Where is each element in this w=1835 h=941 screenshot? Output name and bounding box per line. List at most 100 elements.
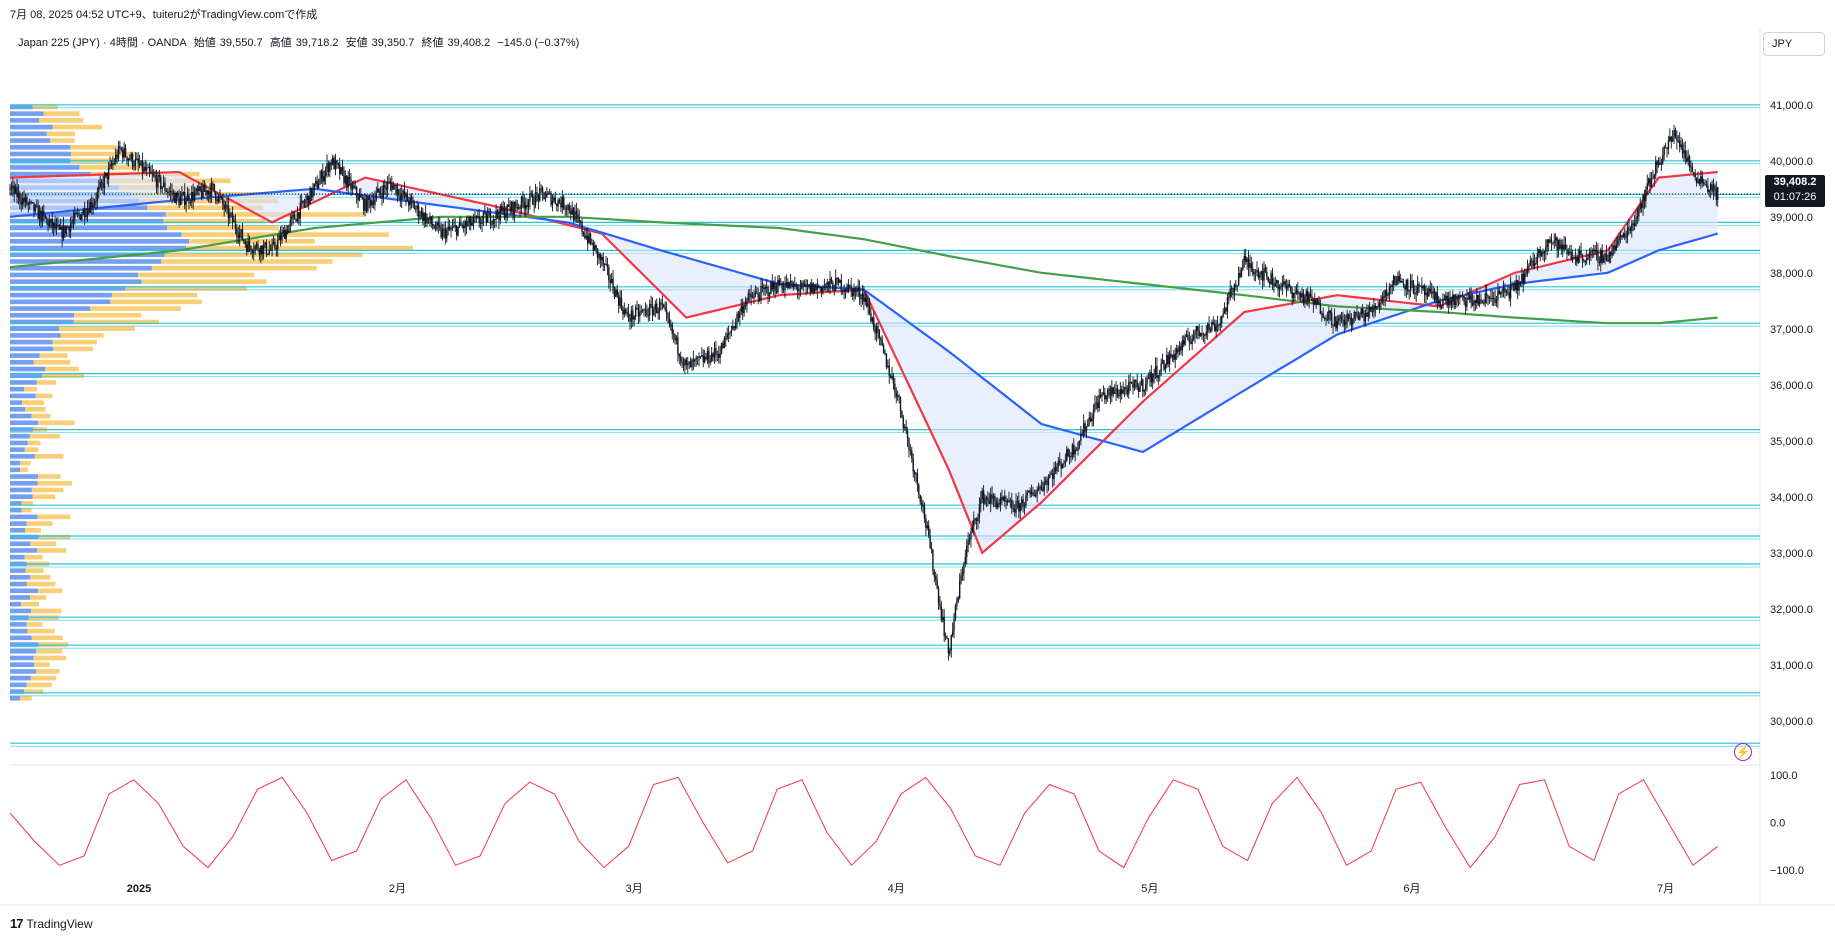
candle-body — [1122, 389, 1124, 394]
candle-body — [1443, 299, 1446, 301]
candle-body — [932, 549, 934, 571]
candle-body — [754, 292, 757, 295]
candle-body — [1690, 166, 1692, 168]
candle-body — [750, 293, 752, 298]
candle-body — [48, 221, 51, 227]
candle-body — [568, 204, 571, 211]
candle-body — [179, 197, 182, 206]
candle-body — [1647, 178, 1650, 184]
symbol-name[interactable]: Japan 225 (JPY) · 4時間 · OANDA — [18, 37, 187, 49]
open-value: 39,550.7 — [219, 37, 263, 49]
candle-body — [1601, 250, 1603, 263]
volume-profile-bar — [21, 601, 40, 607]
candle-body — [439, 225, 441, 228]
candle-body — [1528, 265, 1530, 268]
candle-body — [237, 235, 239, 238]
candle-body — [912, 458, 914, 472]
candle-body — [1259, 274, 1261, 278]
candle-body — [657, 311, 659, 313]
candle-body — [364, 198, 366, 211]
candle-body — [1019, 503, 1021, 512]
volume-profile-bar — [10, 131, 47, 137]
candle-body — [1205, 331, 1207, 336]
candle-body — [485, 212, 487, 223]
candle-body — [396, 189, 399, 195]
candle-body — [295, 219, 297, 222]
candle-body — [1281, 283, 1284, 287]
candle-body — [178, 196, 180, 206]
volume-profile-bar — [21, 501, 33, 506]
low-value: 39,350.7 — [371, 37, 415, 49]
candle-body — [641, 310, 644, 312]
candle-body — [644, 309, 647, 311]
candle-body — [1476, 295, 1478, 304]
volume-profile-bar — [38, 474, 61, 479]
candle-body — [181, 194, 183, 198]
candle-body — [796, 286, 799, 292]
volume-profile-bar — [10, 373, 43, 379]
volume-profile-bar — [111, 292, 198, 298]
candle-body — [944, 635, 947, 638]
candle-body — [1388, 286, 1391, 296]
volume-profile-bar — [10, 413, 32, 419]
candle-body — [408, 201, 410, 206]
candle-body — [1504, 287, 1506, 293]
candle-body — [388, 181, 390, 183]
candle-body — [448, 226, 451, 230]
volume-profile-bar — [10, 339, 53, 345]
candle-body — [727, 333, 730, 335]
candle-body — [703, 356, 706, 363]
brand-footer[interactable]: 17 TradingView — [10, 916, 93, 931]
candle-body — [830, 278, 833, 283]
candle-body — [1671, 138, 1674, 142]
candle-body — [64, 225, 66, 234]
flash-icon[interactable]: ⚡ — [1734, 743, 1752, 761]
candle-body — [1512, 283, 1515, 285]
candle-body — [565, 208, 568, 210]
volume-profile-bar — [10, 588, 39, 594]
candle-body — [1081, 433, 1083, 436]
candle-body — [633, 316, 635, 320]
candle-body — [1622, 233, 1625, 238]
candle-body — [1016, 500, 1019, 502]
candle-body — [1240, 269, 1243, 278]
candle-body — [492, 219, 494, 225]
candle-body — [1026, 492, 1029, 496]
price-tick-label: 32,000.0 — [1770, 604, 1813, 616]
volume-profile-bar — [10, 447, 25, 452]
candle-body — [520, 196, 523, 209]
candle-body — [640, 310, 642, 312]
candle-body — [95, 200, 97, 203]
time-tick-label: 6月 — [1403, 883, 1420, 895]
candle-body — [1033, 495, 1036, 497]
candle-body — [1421, 285, 1423, 289]
candle-body — [447, 226, 449, 231]
candle-body — [839, 280, 841, 283]
candle-body — [385, 187, 387, 190]
candle-body — [319, 178, 321, 185]
candle-body — [31, 201, 34, 203]
candle-body — [437, 222, 440, 226]
candle-body — [1611, 248, 1613, 256]
candle-body — [478, 216, 480, 224]
volume-profile-bar — [10, 104, 33, 110]
candle-body — [1542, 251, 1544, 254]
candle-body — [491, 223, 493, 225]
candle-body — [957, 597, 959, 602]
currency-selector[interactable]: JPY — [1763, 32, 1825, 56]
volume-profile-bar — [10, 581, 27, 587]
candle-body — [360, 195, 362, 198]
candle-body — [1563, 244, 1565, 250]
candle-body — [1230, 288, 1233, 290]
candle-body — [1456, 296, 1458, 302]
candle-body — [427, 218, 430, 221]
candle-body — [988, 500, 990, 504]
volume-profile-bar — [70, 144, 117, 150]
candle-body — [267, 253, 269, 255]
candle-body — [375, 192, 378, 199]
candle-body — [554, 197, 556, 204]
candle-body — [1256, 269, 1258, 272]
candle-body — [260, 245, 262, 255]
volume-profile-bar — [10, 165, 80, 170]
